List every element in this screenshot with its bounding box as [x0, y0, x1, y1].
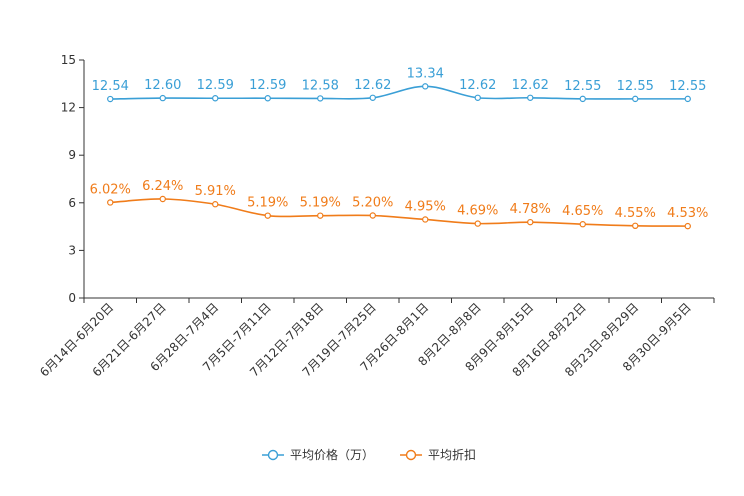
- data-point: [684, 95, 691, 103]
- data-label: 12.62: [512, 78, 549, 93]
- y-tick-label: 0: [68, 291, 76, 305]
- data-point: [579, 95, 586, 103]
- data-point: [474, 220, 481, 227]
- data-label: 6.24%: [142, 179, 183, 194]
- data-label: 4.78%: [510, 202, 551, 217]
- data-point: [422, 83, 429, 90]
- y-tick-label: 15: [61, 53, 76, 67]
- data-label: 12.60: [144, 78, 181, 93]
- data-point: [159, 195, 166, 203]
- data-label: 4.65%: [562, 204, 603, 219]
- data-point: [527, 94, 534, 101]
- data-point: [369, 212, 376, 219]
- data-label: 12.55: [669, 79, 706, 94]
- data-label: 5.19%: [300, 196, 341, 211]
- data-label: 4.95%: [405, 199, 446, 214]
- data-label: 12.59: [197, 78, 234, 93]
- series-line-2: [110, 198, 688, 227]
- legend-marker: [405, 449, 417, 461]
- data-point: [527, 218, 534, 226]
- data-label: 12.62: [459, 78, 496, 93]
- y-tick-label: 12: [61, 101, 76, 115]
- legend-label: 平均折扣: [428, 447, 476, 462]
- series-line-1: [110, 85, 688, 100]
- data-point: [159, 94, 166, 102]
- data-label: 5.19%: [247, 196, 288, 211]
- data-point: [369, 94, 376, 101]
- data-point: [107, 199, 114, 206]
- data-label: 6.02%: [90, 182, 131, 197]
- legend-marker: [267, 449, 279, 461]
- data-label: 5.20%: [352, 195, 393, 210]
- data-label: 12.55: [564, 79, 601, 94]
- data-point: [632, 222, 639, 230]
- data-point: [264, 95, 271, 102]
- data-label: 5.91%: [195, 184, 236, 199]
- data-point: [684, 222, 691, 230]
- data-point: [317, 212, 324, 219]
- data-label: 12.58: [302, 78, 339, 93]
- data-point: [474, 94, 481, 101]
- data-label: 12.59: [249, 78, 286, 93]
- data-label: 4.53%: [667, 206, 708, 221]
- data-label: 12.62: [354, 78, 391, 93]
- y-tick-label: 9: [68, 148, 76, 162]
- y-tick-label: 6: [68, 196, 76, 210]
- data-point: [317, 95, 324, 102]
- legend-label: 平均价格（万）: [290, 447, 374, 462]
- data-label: 12.55: [617, 79, 654, 94]
- data-point: [212, 201, 219, 208]
- data-point: [422, 216, 429, 223]
- data-label: 12.54: [92, 79, 129, 94]
- data-point: [632, 95, 639, 103]
- data-label: 4.69%: [457, 204, 498, 219]
- data-point: [579, 221, 586, 228]
- y-tick-label: 3: [68, 243, 76, 257]
- data-label: 4.55%: [615, 206, 656, 221]
- data-point: [212, 95, 219, 102]
- data-point: [107, 95, 114, 103]
- data-label: 13.34: [407, 66, 444, 81]
- data-point: [264, 212, 271, 219]
